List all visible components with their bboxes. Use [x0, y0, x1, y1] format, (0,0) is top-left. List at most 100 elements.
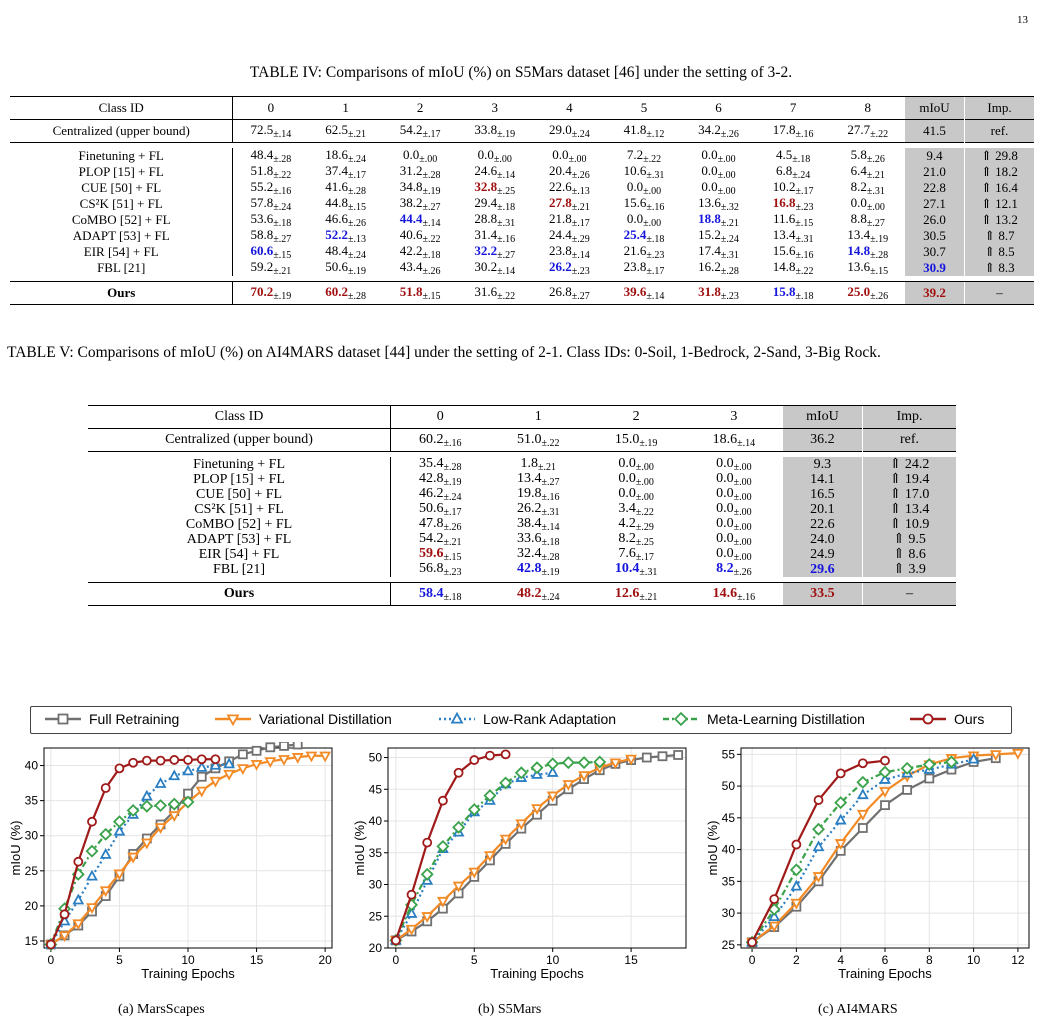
- table-row: CUE [50] + FL 55.2±.16 41.6±.28 34.8±.19 32.…: [10, 179, 1034, 197]
- data-point: [154, 777, 167, 788]
- cell-std: ±.19: [639, 437, 658, 449]
- header-class: 3: [457, 96, 533, 120]
- cell-value: 33.8: [474, 122, 498, 137]
- cell-std: ±.21: [273, 266, 292, 277]
- cell-std: ±.00: [733, 522, 752, 533]
- y-tick-label: 20: [25, 899, 39, 913]
- method-name: ADAPT [53] + FL: [88, 532, 392, 547]
- data-point: [790, 879, 803, 891]
- value-cell: 25.0±.26: [830, 281, 906, 305]
- cell-std: ±.28: [347, 291, 366, 302]
- miou-cell: 20.1: [782, 501, 863, 517]
- cell-std: ±.18: [541, 537, 560, 548]
- data-point: [112, 815, 126, 829]
- data-point: [499, 776, 513, 790]
- table-row: CS²K [51] + FL 57.8±.24 44.8±.15 38.2±.27 29…: [10, 195, 1034, 214]
- data-point: [469, 755, 480, 765]
- cell-value: 13.4: [517, 471, 542, 486]
- value-cell: 10.4±.31: [587, 562, 685, 579]
- data-point: [141, 755, 152, 766]
- value-cell: 0.0±.00: [685, 502, 783, 519]
- cell-value: 4.2: [618, 516, 636, 531]
- data-point: [546, 757, 560, 771]
- miou-value: 20.1: [810, 501, 835, 517]
- cell-std: ±.28: [541, 552, 560, 563]
- data-point: [169, 755, 180, 765]
- cell-std: ±.28: [422, 170, 441, 181]
- cell-value: 35.4: [418, 456, 444, 471]
- value-cell: 8.8±.27: [830, 212, 905, 230]
- cell-std: ±.24: [443, 492, 462, 503]
- y-tick-label: 25: [369, 909, 383, 923]
- imp-cell: ⇑ 10.9: [862, 517, 956, 532]
- data-point: [99, 847, 112, 859]
- value-cell: 60.6±.15: [233, 244, 308, 262]
- miou-cell: 39.2: [905, 281, 965, 305]
- value-cell: 57.8±.24: [233, 196, 308, 214]
- miou-value: 30.5: [923, 228, 946, 243]
- table-row: CS²K [51] + FL 50.6±.17 26.2±.31 3.4±.22 0.0…: [88, 501, 956, 519]
- cell-value: 46.2: [418, 486, 444, 501]
- cell-value: 55.2: [250, 179, 274, 194]
- data-point: [436, 896, 449, 908]
- cell-std: ±.24: [792, 170, 811, 181]
- data-point: [390, 935, 401, 946]
- data-point: [880, 755, 890, 766]
- value-cell: 27.8±.21: [532, 195, 607, 214]
- value-cell: 60.2±.16: [390, 428, 490, 452]
- legend-swatch: [910, 713, 946, 725]
- data-point: [790, 898, 803, 910]
- data-point: [86, 869, 98, 881]
- value-cell: 0.0±.00: [685, 532, 783, 549]
- data-point: [900, 761, 914, 775]
- data-point: [834, 839, 847, 850]
- method-name: Finetuning + FL: [88, 457, 392, 472]
- value-cell: 4.5±.18: [756, 148, 831, 166]
- cell-value: 48.2: [517, 585, 542, 601]
- value-cell: 0.0±.00: [457, 148, 532, 166]
- cell-std: ±.27: [866, 218, 885, 229]
- cell-value: 27.8: [548, 195, 572, 210]
- data-point: [183, 755, 193, 765]
- value-cell: 28.8±.31: [457, 212, 532, 230]
- cell-value: 34.8: [399, 179, 423, 194]
- table-row: CoMBO [52] + FL 53.6±.18 46.6±.26 44.4±.14 2…: [10, 212, 1034, 230]
- data-point: [113, 824, 126, 836]
- value-cell: 40.6±.22: [383, 228, 458, 246]
- value-cell: 54.2±.17: [382, 119, 458, 143]
- legend-entry: Low-Rank Adaptation: [437, 710, 616, 728]
- value-cell: 59.2±.21: [233, 260, 308, 278]
- method-name: CoMBO [52] + FL: [88, 517, 392, 532]
- cell-value: 31.4: [474, 227, 498, 242]
- cell-value: 48.4: [325, 243, 348, 258]
- legend-entry: Meta-Learning Distillation: [661, 710, 865, 728]
- cell-std: ±.31: [639, 567, 658, 578]
- value-cell: 15.8±.18: [755, 281, 831, 305]
- data-point: [195, 786, 208, 798]
- data-point: [154, 799, 168, 813]
- cell-std: ±.22: [497, 291, 516, 302]
- cell-std: ±.25: [497, 186, 516, 197]
- value-cell: 58.4±.18: [390, 582, 490, 606]
- value-cell: 18.8±.21: [681, 212, 756, 230]
- miou-cell: 41.5: [905, 119, 965, 143]
- value-cell: 0.0±.00: [587, 487, 685, 504]
- data-point: [902, 785, 913, 795]
- value-cell: 6.8±.24: [756, 163, 831, 182]
- value-cell: 31.4±.16: [457, 227, 532, 246]
- cell-value: 16.2: [698, 259, 721, 274]
- data-point: [195, 760, 208, 772]
- value-cell: 20.4±.26: [532, 164, 607, 182]
- cell-std: ±.27: [571, 291, 590, 302]
- value-cell: 33.6±.18: [489, 532, 587, 549]
- cell-std: ±.14: [541, 522, 560, 533]
- method-name: Centralized (upper bound): [88, 428, 392, 452]
- header-miou: mIoU: [782, 405, 863, 429]
- cell-value: 6.8: [776, 163, 793, 178]
- cell-value: 18.6: [712, 431, 738, 447]
- data-point: [922, 758, 936, 771]
- data-point: [769, 894, 780, 905]
- value-cell: 33.8±.19: [457, 119, 533, 143]
- cell-std: ±.31: [795, 234, 814, 245]
- value-cell: 0.0±.00: [383, 148, 458, 166]
